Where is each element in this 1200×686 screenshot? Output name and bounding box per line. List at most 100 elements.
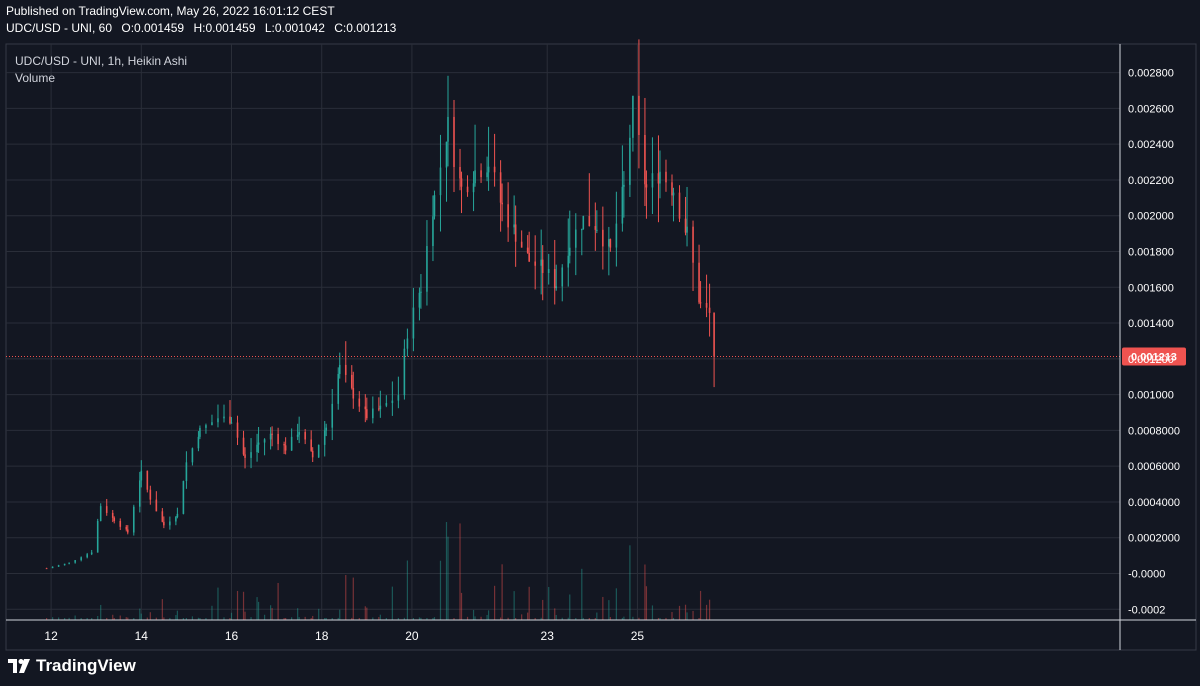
candle-body (406, 338, 409, 349)
volume-bar (352, 577, 354, 620)
volume-bar (242, 591, 245, 620)
candle-body (378, 408, 380, 410)
volume-bar (609, 617, 611, 620)
candle-body (447, 116, 449, 142)
volume-bar (406, 560, 409, 620)
candle-body (615, 223, 618, 248)
candle-body (284, 445, 287, 451)
volume-bar (119, 615, 121, 620)
candle-body (256, 444, 258, 453)
candle-body (561, 267, 564, 287)
candle-body (466, 186, 469, 193)
volume-bar (113, 617, 115, 620)
volume-bar (645, 586, 648, 620)
candle-body (74, 560, 76, 563)
candle-body (659, 171, 661, 184)
price-axis[interactable]: 0.002800 0.002600 0.002400 0.002200 0.002000… (1119, 44, 1180, 650)
volume-bar (211, 605, 213, 620)
candle-body (317, 444, 320, 458)
candle-body (420, 291, 422, 293)
volume-bar (575, 617, 577, 620)
volume-bar (426, 617, 428, 620)
candle-body (678, 192, 681, 219)
volume-bar (163, 617, 165, 620)
volume-bar (445, 522, 448, 620)
volume-bar (80, 617, 82, 620)
volume-bar (169, 617, 171, 620)
volume-bar (100, 604, 102, 620)
candle-body (499, 172, 502, 203)
volume-bar (139, 608, 141, 620)
candle-body (528, 252, 530, 262)
candle-body (283, 444, 285, 446)
candle-body (63, 563, 66, 566)
time-tick-label: 20 (405, 629, 419, 643)
ohlc-close: C:0.001213 (334, 21, 397, 35)
volume-bar (310, 617, 312, 620)
price-tick-label: 0.0006000 (1128, 461, 1180, 473)
volume-bar (534, 617, 536, 620)
volume-bar (594, 617, 596, 620)
candle-body (119, 520, 122, 527)
candle-body (459, 167, 461, 179)
volume-bar (507, 617, 509, 620)
volume-bar (527, 612, 529, 620)
volume-bar (671, 612, 673, 620)
candle-body (191, 448, 194, 463)
candle-body (596, 229, 598, 231)
candle-body (568, 247, 571, 256)
candle-body (244, 454, 246, 458)
volume-bar (74, 615, 76, 620)
candle-body (155, 499, 158, 512)
candle-body (199, 427, 201, 437)
candle-body (623, 184, 625, 187)
volume-bar (197, 617, 200, 620)
candle-body (657, 173, 660, 184)
candle-body (651, 173, 654, 188)
volume-bar (433, 617, 436, 620)
volume-bar (391, 586, 393, 620)
candle-body (337, 374, 340, 404)
volume-bar (155, 617, 157, 620)
candle-body (230, 422, 233, 424)
candle-body (671, 182, 673, 196)
volume-bar (283, 617, 285, 620)
time-tick-label: 25 (631, 629, 645, 643)
candle-body (480, 170, 482, 178)
volume-bar (378, 617, 380, 620)
time-tick-label: 14 (135, 629, 149, 643)
ohlc-high: H:0.001459 (193, 21, 256, 35)
time-tick-label: 16 (225, 629, 239, 643)
price-tick-label: 0.002000 (1128, 211, 1174, 223)
candle-body (140, 470, 143, 481)
symbol-interval: UDC/USD - UNI, 60 (6, 21, 113, 35)
volume-bar (298, 617, 300, 620)
volume-bar (236, 590, 239, 620)
volume-bar (199, 618, 201, 620)
candle-body (163, 521, 165, 526)
volume-bar (191, 616, 194, 620)
volume-bar (686, 612, 688, 620)
volume-bar (582, 617, 584, 620)
candle-body (350, 374, 353, 388)
volume-bar (460, 592, 463, 620)
volume-bar (351, 617, 353, 620)
candle-body (460, 178, 463, 187)
candle-body (708, 307, 711, 313)
volume-bar (146, 617, 148, 620)
candle-body (520, 241, 523, 248)
candle-body (296, 434, 299, 437)
candle-body (242, 437, 245, 455)
volume-bar (554, 608, 556, 620)
time-axis[interactable]: 12 14 16 18 20 23 25 (6, 619, 1196, 643)
candle-body (250, 452, 252, 458)
volume-bar (312, 615, 314, 620)
volume-bar (217, 587, 219, 620)
price-tick-label: 0.002800 (1128, 68, 1174, 80)
tradingview-brand[interactable]: TradingView (8, 656, 136, 676)
volume-bar (548, 586, 550, 620)
volume-bar (106, 617, 108, 620)
volume-bar (651, 605, 654, 620)
price-tick-label: 0.0008000 (1128, 425, 1180, 437)
